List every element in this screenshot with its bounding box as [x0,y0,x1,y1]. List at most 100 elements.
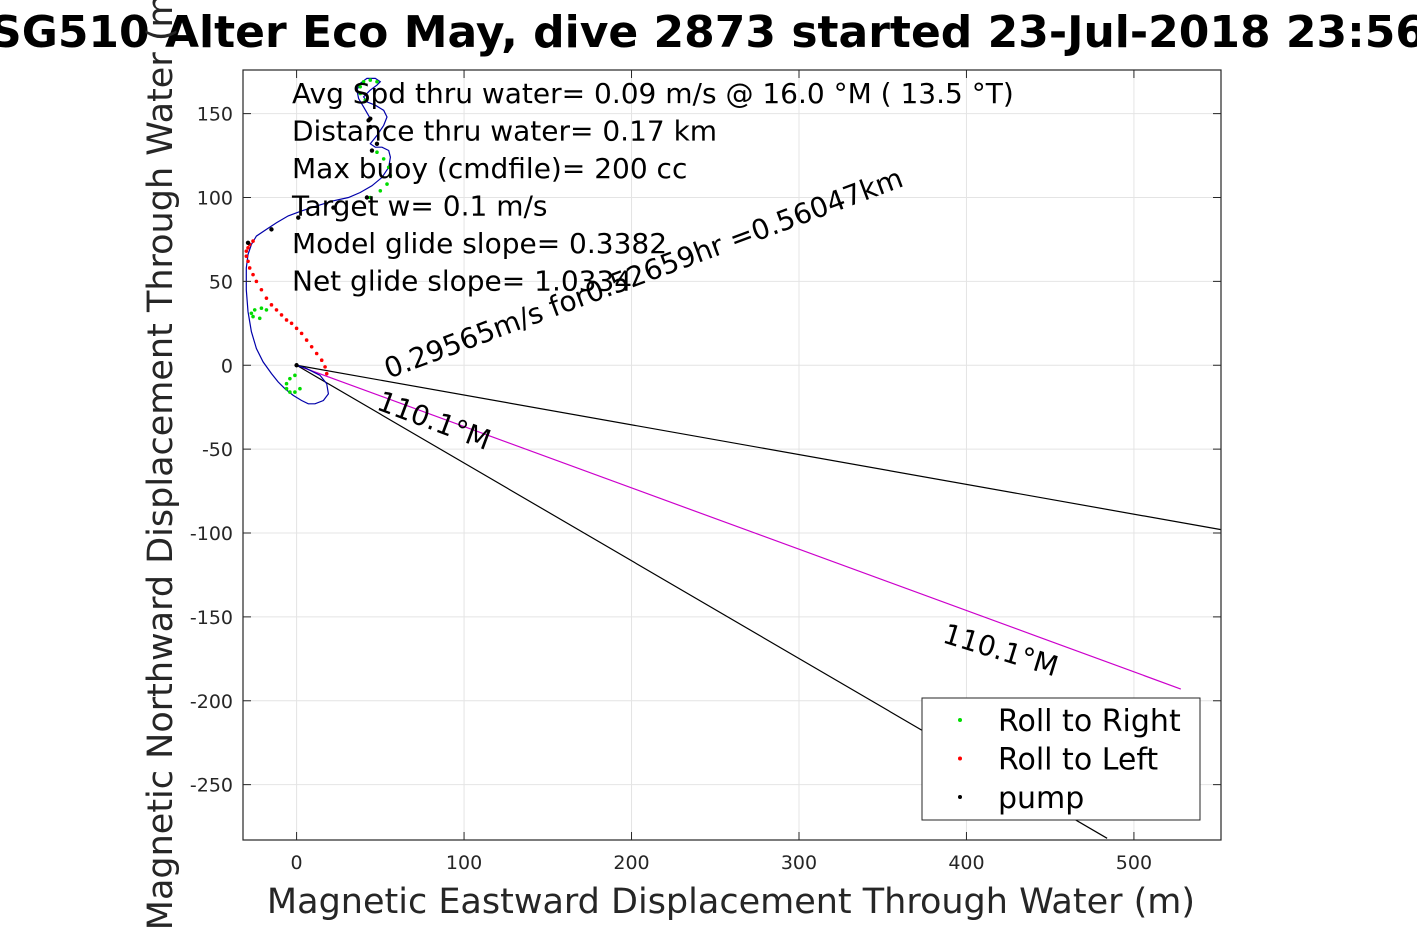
annotation-label: 110.1°M [939,617,1062,683]
data-point [375,150,379,155]
stats-line: Net glide slope= 1.0334 [292,265,632,298]
data-point [259,306,264,311]
y-tick-label: 150 [197,104,233,126]
data-point [246,246,250,250]
stats-text: Avg Spd thru water= 0.09 m/s @ 16.0 °M (… [291,77,1014,298]
data-point [257,316,262,321]
data-point [304,338,309,342]
data-point [254,279,259,284]
legend-entry: Roll to Right [998,704,1181,739]
data-point [386,165,391,170]
data-point [294,363,299,368]
data-point [293,390,297,394]
x-tick-label: 400 [948,852,984,874]
legend-marker [958,718,962,722]
data-point [363,98,368,102]
data-point [368,116,373,121]
data-point [259,287,264,292]
data-point [289,321,294,326]
data-point [319,358,324,363]
data-point [299,331,304,336]
data-point [309,344,314,349]
data-point [247,266,252,270]
data-point [269,303,274,307]
data-point [251,314,255,319]
track-line [245,77,392,405]
data-point [245,240,251,245]
data-point [279,313,284,317]
data-point [284,386,289,391]
data-point [368,78,373,82]
stats-line: Distance thru water= 0.17 km [292,115,717,148]
data-point [375,79,379,84]
data-point [314,351,319,356]
y-axis-label: Magnetic Northward Displacement Through … [141,0,181,930]
y-tick-label: -150 [190,607,233,629]
y-tick-label: -100 [190,523,233,545]
data-point [381,157,386,161]
y-tick-label: 100 [197,187,233,209]
data-point [274,308,279,312]
x-tick-label: 200 [613,852,649,874]
legend-box [921,697,1201,821]
data-point [288,376,292,381]
grid [243,70,1221,840]
data-point [358,91,363,96]
chart-title: SG510 Alter Eco May, dive 2873 started 2… [0,7,1417,58]
data-point [294,326,299,331]
data-point [252,308,257,312]
y-tick-label: -200 [190,691,233,713]
y-tick-label: 0 [221,355,233,377]
x-axis-label: Magnetic Eastward Displacement Through W… [267,882,1195,922]
stats-line: Target w= 0.1 m/s [291,190,548,223]
legend-entry: pump [998,781,1084,816]
x-tick-label: 0 [291,852,303,874]
data-point [368,124,373,130]
data-point [296,215,301,220]
data-point [244,249,249,253]
data-point [269,227,274,232]
y-tick-label: 50 [209,271,233,293]
y-tick-label: -50 [202,439,233,461]
x-tick-label: 500 [1116,852,1152,874]
data-point [368,195,373,200]
data-point [374,141,380,147]
data-point [298,386,302,391]
data-point [323,365,327,369]
data-series [244,77,393,405]
data-point [324,371,329,376]
data-point [358,84,363,89]
data-point [369,148,375,153]
legend-marker [958,795,962,799]
data-point [284,318,289,322]
legend-marker [958,756,962,761]
data-point [293,373,297,378]
data-point [251,272,255,277]
stats-line: Max buoy (cmdfile)= 200 cc [292,152,687,185]
y-tick-label: -250 [190,775,233,797]
data-point [288,390,292,394]
data-point [378,188,383,193]
data-point [264,308,269,312]
data-point [331,205,336,210]
data-point [388,173,393,178]
data-point [385,182,389,186]
x-tick-label: 300 [781,852,817,874]
reference-line [296,364,1182,690]
x-tick-label: 100 [446,852,482,874]
data-point [264,296,269,300]
data-point [246,259,250,264]
stats-line: Avg Spd thru water= 0.09 m/s @ 16.0 °M (… [292,77,1014,110]
plot-area [242,69,1222,841]
ticks: 0 100 200 300 400 500 -250 -200 -150 -100 -50 0 50 10… [190,70,1221,874]
reference-line [296,364,1222,531]
data-point [361,79,366,84]
data-point [364,195,370,200]
data-point [249,311,254,316]
stats-line: Model glide slope= 0.3382 [292,227,667,260]
legend-entry: Roll to Left [998,743,1158,778]
data-point [244,254,249,259]
data-point [284,381,289,386]
